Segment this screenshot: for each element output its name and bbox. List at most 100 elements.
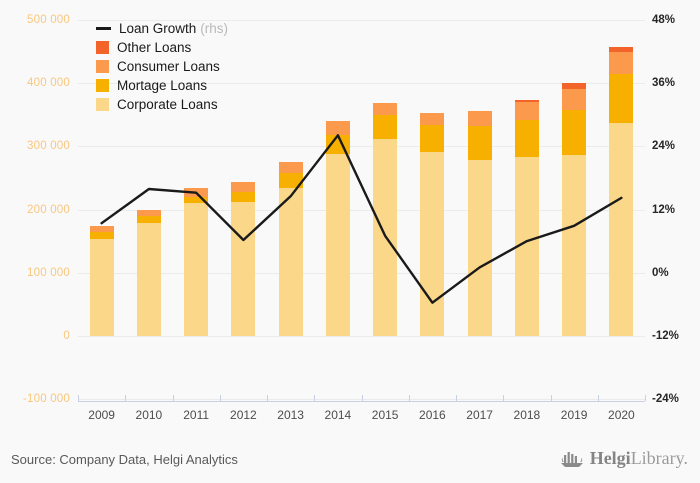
x-axis-label-2011: 2011 bbox=[183, 407, 210, 422]
right-axis-tick-label: -24% bbox=[652, 393, 679, 405]
bar-segment-corporate-loans-2009 bbox=[89, 238, 114, 336]
left-axis-tick-label: -100 000 bbox=[23, 393, 70, 405]
x-axis-tick bbox=[172, 394, 174, 401]
helgi-ship-icon bbox=[560, 451, 583, 467]
source-note: Source: Company Data, Helgi Analytics bbox=[11, 452, 238, 467]
left-axis-tick-label: 100 000 bbox=[27, 266, 70, 279]
bar-segment-mortage-loans-2020 bbox=[609, 74, 634, 123]
x-axis-tick bbox=[314, 394, 316, 401]
loan-growth-polyline bbox=[100, 134, 623, 304]
x-axis-label-2013: 2013 bbox=[277, 407, 304, 422]
bar-segment-consumer-loans-2012 bbox=[231, 182, 256, 192]
right-axis-tick-label: 24% bbox=[652, 140, 676, 153]
bar-segment-mortage-loans-2017 bbox=[467, 126, 492, 160]
bar-segment-consumer-loans-2016 bbox=[420, 113, 445, 125]
helgi-library-logo: HelgiLibrary. bbox=[560, 448, 688, 469]
right-axis-tick-label: 36% bbox=[652, 77, 676, 90]
x-axis-tick bbox=[408, 394, 410, 401]
left-axis-tick-label: 400 000 bbox=[27, 77, 70, 90]
right-axis-tick-label: 48% bbox=[652, 14, 676, 26]
legend-label-suffix: (rhs) bbox=[200, 21, 229, 36]
left-axis-tick-label: 500 000 bbox=[27, 14, 70, 26]
legend-label: Mortage Loans bbox=[117, 78, 208, 93]
legend-line-swatch bbox=[96, 27, 111, 30]
legend-item-corporate-loans: Corporate Loans bbox=[96, 95, 228, 114]
legend-color-swatch bbox=[96, 60, 109, 73]
bar-segment-consumer-loans-2014 bbox=[325, 121, 350, 135]
bar-segment-other-loans-2020 bbox=[609, 46, 634, 53]
bar-segment-consumer-loans-2010 bbox=[136, 209, 161, 217]
x-axis-tick bbox=[597, 394, 599, 401]
bar-segment-consumer-loans-2009 bbox=[89, 225, 114, 233]
x-axis-label-2015: 2015 bbox=[371, 407, 399, 422]
x-axis-tick bbox=[645, 394, 646, 401]
bar-segment-consumer-loans-2020 bbox=[609, 52, 634, 75]
x-axis-label-2009: 2009 bbox=[88, 407, 115, 422]
right-axis-tick-label: -12% bbox=[652, 329, 679, 342]
x-axis-label-2016: 2016 bbox=[419, 407, 446, 422]
bar-segment-other-loans-2018 bbox=[514, 99, 539, 103]
y-gridline bbox=[78, 20, 645, 21]
bar-segment-mortage-loans-2013 bbox=[278, 173, 303, 188]
y-gridline bbox=[78, 83, 645, 85]
y-gridline bbox=[78, 335, 645, 337]
bar-segment-consumer-loans-2013 bbox=[278, 162, 303, 174]
legend-color-swatch bbox=[96, 98, 109, 111]
x-axis-line bbox=[78, 400, 645, 402]
bar-segment-corporate-loans-2014 bbox=[325, 153, 350, 336]
x-axis-label-2017: 2017 bbox=[466, 407, 493, 422]
bar-segment-mortage-loans-2016 bbox=[420, 124, 445, 152]
bar-segment-other-loans-2019 bbox=[562, 82, 587, 89]
bar-segment-mortage-loans-2018 bbox=[514, 120, 539, 158]
bar-segment-consumer-loans-2015 bbox=[373, 103, 398, 116]
bar-segment-corporate-loans-2016 bbox=[420, 152, 445, 336]
x-axis-tick bbox=[503, 394, 505, 401]
x-axis-label-2014: 2014 bbox=[324, 407, 352, 422]
x-axis-tick bbox=[219, 394, 221, 401]
bar-segment-corporate-loans-2011 bbox=[184, 203, 209, 336]
legend-item-mortage-loans: Mortage Loans bbox=[96, 76, 228, 95]
bar-segment-mortage-loans-2012 bbox=[231, 191, 256, 202]
legend-item-consumer-loans: Consumer Loans bbox=[96, 57, 228, 76]
bar-segment-corporate-loans-2017 bbox=[467, 159, 492, 336]
chart-legend: Loan Growth (rhs) Other Loans Consumer Loan… bbox=[96, 19, 228, 114]
legend-label: Corporate Loans bbox=[117, 97, 218, 112]
left-axis-tick-label: 300 000 bbox=[27, 140, 70, 153]
x-axis-label-2012: 2012 bbox=[230, 407, 257, 422]
bar-segment-mortage-loans-2010 bbox=[136, 216, 161, 223]
logo-text: HelgiLibrary. bbox=[589, 448, 688, 468]
right-axis-tick-label: 0% bbox=[652, 266, 669, 279]
left-axis-tick-label: 200 000 bbox=[27, 203, 70, 216]
x-axis-label-2019: 2019 bbox=[560, 407, 588, 422]
x-axis-label-2020: 2020 bbox=[608, 407, 635, 422]
bar-segment-corporate-loans-2020 bbox=[609, 122, 634, 336]
bar-segment-corporate-loans-2012 bbox=[231, 201, 256, 336]
bar-segment-consumer-loans-2017 bbox=[467, 110, 492, 127]
bar-segment-mortage-loans-2011 bbox=[184, 197, 209, 204]
x-axis-label-2010: 2010 bbox=[135, 407, 163, 422]
x-axis-tick bbox=[125, 394, 127, 401]
left-axis-tick-label: 0 bbox=[63, 329, 70, 342]
bar-segment-mortage-loans-2015 bbox=[373, 115, 398, 139]
x-axis-tick bbox=[361, 394, 363, 401]
y-gridline bbox=[78, 272, 645, 274]
y-gridline bbox=[78, 146, 645, 148]
bar-segment-mortage-loans-2019 bbox=[562, 109, 587, 156]
x-axis-tick bbox=[550, 394, 552, 401]
right-axis-tick-label: 12% bbox=[652, 203, 676, 216]
bar-segment-corporate-loans-2010 bbox=[136, 222, 161, 336]
x-axis-tick bbox=[267, 394, 268, 401]
y-gridline bbox=[78, 209, 645, 211]
legend-color-swatch bbox=[96, 41, 109, 54]
legend-item-loan-growth: Loan Growth (rhs) bbox=[96, 19, 228, 38]
bar-segment-consumer-loans-2019 bbox=[562, 88, 587, 110]
x-axis-tick bbox=[456, 394, 457, 401]
bar-segment-corporate-loans-2019 bbox=[562, 155, 587, 336]
bar-segment-corporate-loans-2013 bbox=[278, 188, 303, 336]
legend-label: Consumer Loans bbox=[117, 59, 220, 74]
bar-segment-consumer-loans-2018 bbox=[514, 102, 539, 121]
legend-label: Other Loans bbox=[117, 40, 192, 55]
x-axis-tick bbox=[78, 394, 79, 401]
